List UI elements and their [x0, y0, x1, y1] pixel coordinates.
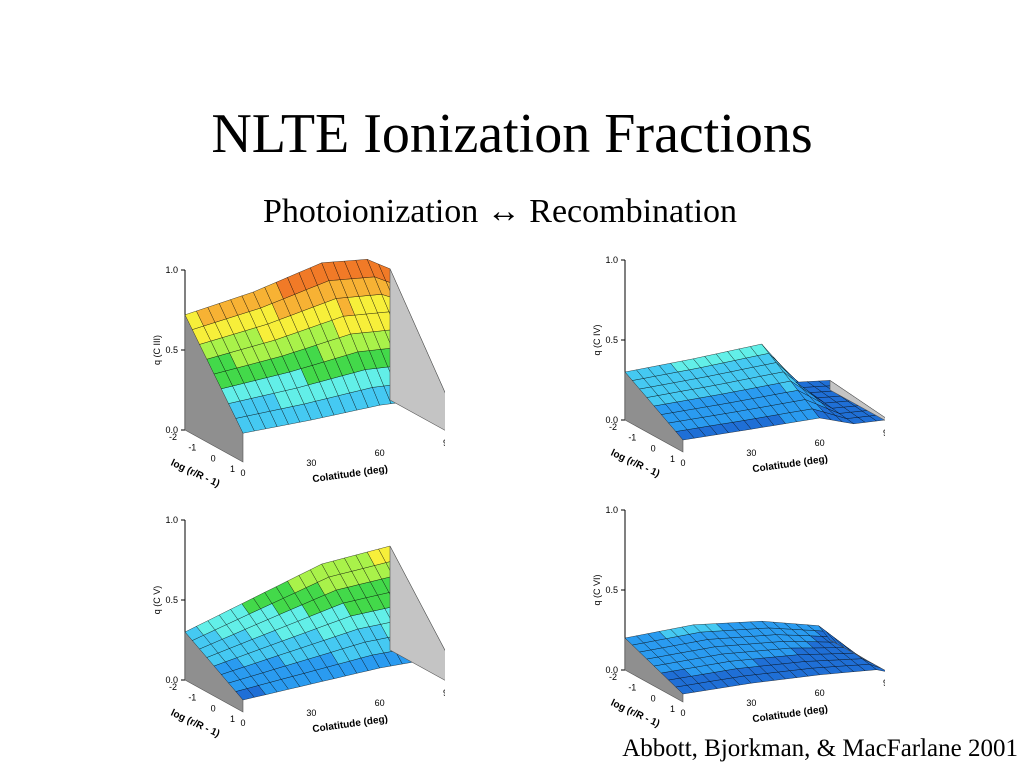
y-tick-label: 30	[306, 708, 316, 718]
z-tick-label: 1.0	[165, 515, 178, 525]
front-face-colat-90	[389, 268, 445, 431]
slide-title: NLTE Ionization Fractions	[211, 103, 813, 165]
y-tick-label: 60	[815, 438, 825, 448]
x-tick-label: -2	[169, 432, 177, 442]
x-tick-label: 1	[670, 704, 675, 714]
y-tick-label: 30	[306, 458, 316, 468]
z-tick-label: 0.0	[605, 415, 618, 425]
z-tick-label: 1.0	[605, 255, 618, 265]
z-axis-label: q (C III)	[152, 335, 162, 365]
y-axis-label: Colatitude (deg)	[752, 704, 829, 725]
z-tick-label: 0.0	[165, 675, 178, 685]
y-tick-label: 0	[680, 458, 685, 468]
z-tick-label: 1.0	[165, 265, 178, 275]
x-tick-label: 1	[670, 454, 675, 464]
x-tick-label: 0	[211, 453, 216, 463]
y-tick-label: 0	[240, 468, 245, 478]
x-tick-label: -1	[188, 693, 196, 703]
z-axis-label: q (C VI)	[592, 574, 602, 605]
y-axis-label: Colatitude (deg)	[312, 464, 389, 485]
x-tick-label: -2	[609, 422, 617, 432]
x-tick-label: 0	[211, 703, 216, 713]
z-tick-label: 0.5	[605, 585, 618, 595]
x-tick-label: 1	[230, 714, 235, 724]
y-tick-label: 90	[443, 688, 445, 698]
surface-plot-c-iii: 0.0 0.5 1.0 q (C III) -2 -1 0 1 log (r/R - 1) 0 30…	[145, 240, 445, 490]
z-tick-label: 0.0	[605, 665, 618, 675]
citation-credit: Abbott, Bjorkman, & MacFarlane 2001	[622, 735, 1018, 762]
y-tick-label: 0	[680, 708, 685, 718]
y-tick-label: 60	[375, 698, 385, 708]
y-tick-label: 90	[443, 438, 445, 448]
slide-subtitle: Photoionization ↔ Recombination	[262, 193, 738, 230]
y-axis-label: Colatitude (deg)	[312, 714, 389, 735]
z-tick-label: 1.0	[605, 505, 618, 515]
front-face-colat-90	[389, 545, 445, 681]
x-tick-label: 0	[651, 443, 656, 453]
z-tick-label: 0.0	[165, 425, 178, 435]
y-tick-label: 60	[815, 688, 825, 698]
x-tick-label: -2	[609, 672, 617, 682]
y-axis-label: Colatitude (deg)	[752, 454, 829, 475]
x-tick-label: 1	[230, 464, 235, 474]
y-tick-label: 0	[240, 718, 245, 728]
y-tick-label: 90	[883, 678, 885, 688]
x-tick-label: 0	[651, 693, 656, 703]
front-face-colat-90	[829, 379, 885, 421]
z-axis-label: q (C IV)	[592, 324, 602, 355]
z-tick-label: 0.5	[165, 595, 178, 605]
surface-plot-c-iv: 0.0 0.5 1.0 q (C IV) -2 -1 0 1 log (r/R - 1) 0 30 6…	[585, 230, 885, 480]
y-tick-label: 90	[883, 428, 885, 438]
z-tick-label: 0.5	[605, 335, 618, 345]
surface-plot-c-v: 0.0 0.5 1.0 q (C V) -2 -1 0 1 log (r/R - 1) 0 30 60…	[145, 490, 445, 740]
front-face-colat-90	[829, 639, 885, 671]
y-tick-label: 30	[746, 698, 756, 708]
surface-plot-c-vi: 0.0 0.5 1.0 q (C VI) -2 -1 0 1 log (r/R - 1) 0 30 6…	[585, 480, 885, 730]
y-tick-label: 30	[746, 448, 756, 458]
x-tick-label: -1	[628, 433, 636, 443]
y-tick-label: 60	[375, 448, 385, 458]
x-tick-label: -2	[169, 682, 177, 692]
x-tick-label: -1	[188, 443, 196, 453]
z-tick-label: 0.5	[165, 345, 178, 355]
z-axis-label: q (C V)	[152, 586, 162, 615]
x-tick-label: -1	[628, 683, 636, 693]
